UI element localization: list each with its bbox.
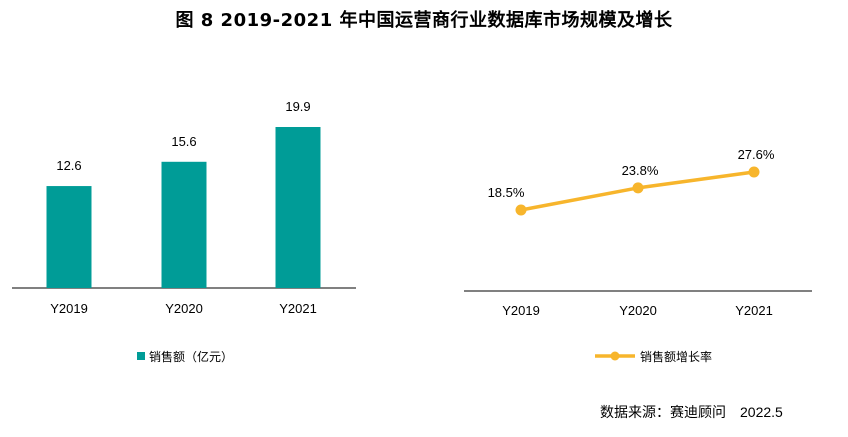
bar-data-label: 19.9 <box>285 99 310 114</box>
line-x-tick-label: Y2019 <box>502 303 540 318</box>
bar-y2020 <box>161 161 207 288</box>
line-chart: 18.5% Y2019 23.8% Y2020 27.6% Y2021 销售额增长率 <box>464 147 812 364</box>
bar-legend-swatch <box>137 352 145 360</box>
bar-chart: 12.6 Y2019 15.6 Y2020 19.9 Y2021 销售额（亿元） <box>12 99 356 364</box>
line-legend-marker <box>610 351 620 361</box>
bar-x-tick-label: Y2019 <box>50 301 88 316</box>
source-note: 数据来源：赛迪顾问 2022.5 <box>600 402 783 422</box>
source-label: 数据来源：赛迪顾问 <box>600 405 726 421</box>
line-data-label: 23.8% <box>622 163 659 178</box>
bar-y2021 <box>275 127 321 288</box>
line-legend-label: 销售额增长率 <box>640 349 712 364</box>
line-x-tick-label: Y2021 <box>735 303 773 318</box>
line-point-y2019 <box>515 204 527 216</box>
bar-data-label: 15.6 <box>171 134 196 149</box>
line-data-label: 27.6% <box>738 147 775 162</box>
bar-y2019 <box>46 186 92 288</box>
line-point-y2020 <box>632 182 644 194</box>
bar-x-tick-label: Y2021 <box>279 301 317 316</box>
page-title: 图 8 2019-2021 年中国运营商行业数据库市场规模及增长 <box>175 10 673 31</box>
source-date: 2022.5 <box>740 404 783 420</box>
bar-legend-label: 销售额（亿元） <box>149 349 233 364</box>
line-point-y2021 <box>748 166 760 178</box>
line-data-label: 18.5% <box>488 185 525 200</box>
bar-data-label: 12.6 <box>56 158 81 173</box>
line-x-tick-label: Y2020 <box>619 303 657 318</box>
bar-x-tick-label: Y2020 <box>165 301 203 316</box>
